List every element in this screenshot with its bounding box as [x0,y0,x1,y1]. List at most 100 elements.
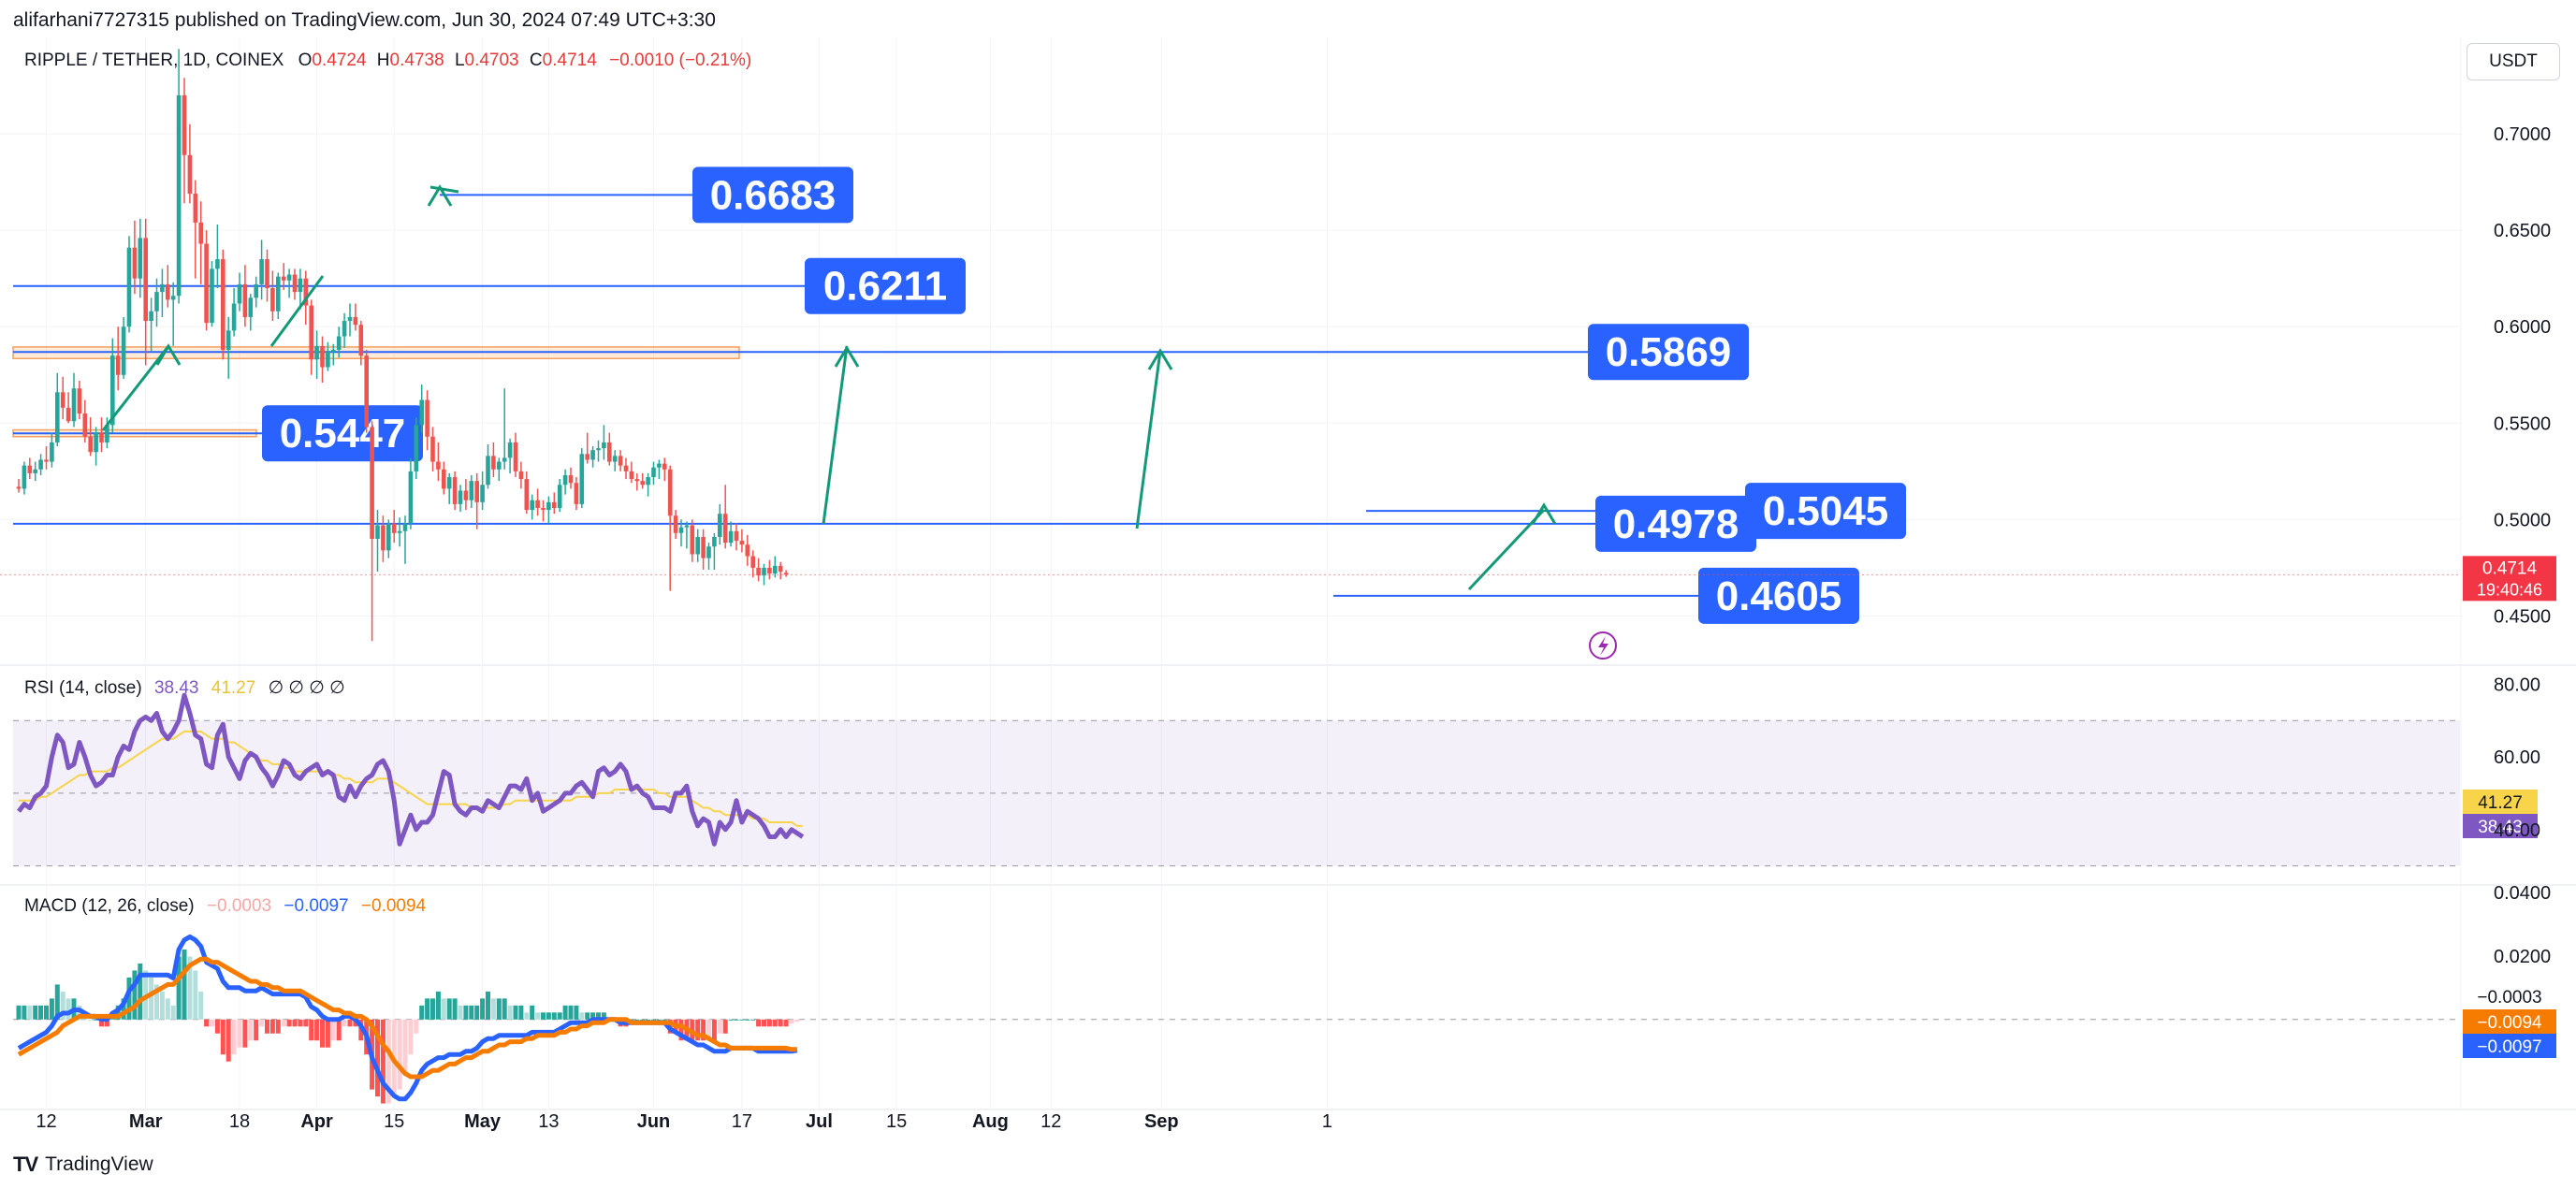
candle-body [88,436,93,453]
macd-value-tag-text: −0.0097 [2477,1037,2541,1057]
candle-body [326,352,330,368]
candle-body [612,456,618,462]
price-tick-label: 0.5500 [2494,413,2551,434]
macd-histogram-bar [265,1019,269,1034]
candle-body [176,94,182,297]
macd-histogram-bar [60,991,65,1020]
macd-histogram-bar [766,1019,772,1027]
macd-histogram-bar [214,1019,220,1034]
candle-body [27,465,33,473]
level-label-box [262,405,423,462]
currency-button[interactable]: USDT [2467,43,2560,80]
candle-body [629,471,634,480]
macd-histogram-bar [579,1012,585,1020]
candle-body [166,283,170,300]
candle-body [695,536,700,555]
arrow-annotation [822,345,849,525]
candle-body [618,456,623,466]
candle-body [568,474,574,484]
candle-body [734,530,739,542]
macd-histogram-bar [783,1019,789,1027]
macd-value-tag [2463,1009,2556,1034]
rsi-empty-values: ∅ ∅ ∅ ∅ [268,678,345,698]
macd-histogram-bar [441,998,446,1020]
macd-histogram-bar [281,1019,286,1027]
level-label-box [1698,567,1859,624]
macd-histogram-bar [126,977,132,1020]
macd-histogram-bar [435,991,441,1020]
candle-body [292,274,298,293]
macd-histogram-bar [535,1012,541,1020]
macd-histogram-bar [309,1019,314,1041]
rsi-value-tag-text: 41.27 [2478,793,2523,813]
candle-body [646,477,650,486]
last-price-countdown: 19:40:46 [2477,580,2542,599]
candle-body [132,247,138,279]
rsi-ma-line [19,730,803,827]
candle-body [590,450,595,460]
candle-body [320,345,325,368]
candle-body [430,436,435,462]
macd-histogram-bar [568,1005,574,1020]
candle-body [33,469,37,473]
time-tick-label: 15 [886,1111,907,1132]
macd-histogram-bar [336,1019,342,1041]
macd-histogram-bar [772,1019,778,1027]
candle-body [347,316,353,322]
macd-legend[interactable]: MACD (12, 26, close) −0.0003 −0.0097 −0.… [24,896,426,917]
arrow-head [427,184,453,207]
macd-histogram-bar [94,1019,99,1021]
macd-histogram-bar [486,991,490,1020]
level-label-box [805,257,966,314]
alert-lightning-icon [1589,631,1617,660]
ohlc-change: −0.0010 (−0.21%) [609,51,752,70]
candle-body [50,442,54,462]
macd-histogram-bar [159,991,165,1020]
ohlc-o-label: O [298,51,313,70]
candle-body [170,296,176,300]
macd-histogram-bar [65,998,71,1020]
candle-body [336,336,342,350]
candle-body [16,486,22,489]
macd-histogram-bar [397,1019,402,1090]
candle-body [518,471,524,480]
candle-body [331,349,336,353]
macd-histogram-bar [193,970,198,1020]
level-label-box [1595,495,1756,552]
rsi-legend[interactable]: RSI (14, close) 38.43 41.27 ∅ ∅ ∅ ∅ [24,677,345,699]
macd-histogram-bar [646,1019,651,1021]
candle-body [425,399,429,437]
candle-body [596,448,601,451]
candle-body [143,238,148,322]
macd-histogram-bar [292,1019,298,1027]
candle-body [226,330,231,350]
level-label-box [1745,483,1906,540]
candle-body [778,565,783,573]
macd-histogram-bar [154,984,159,1020]
candle-body [562,474,568,486]
arrow-head [1531,502,1557,525]
arrow-annotation [101,345,170,431]
macd-histogram-bar [248,1019,254,1041]
price-tick-label: 0.4500 [2494,606,2551,627]
level-label-box [692,167,853,224]
macd-histogram-bar [210,1019,214,1027]
candle-body [381,525,386,551]
candle-body [446,477,452,489]
candle-body [309,305,313,360]
macd-histogram-bar [121,998,126,1020]
candle-body [513,442,518,471]
macd-histogram-bar [380,1019,386,1104]
macd-histogram-bar [38,1005,44,1020]
candle-body [303,278,309,306]
candle-body [767,567,772,574]
macd-histogram-bar [198,991,204,1020]
macd-histogram-bar [430,998,435,1020]
macd-histogram-bar [756,1019,762,1027]
rsi-title: RSI (14, close) [24,678,142,698]
macd-histogram-bar [99,1019,104,1027]
macd-histogram-bar [49,998,54,1020]
candle-body [276,276,281,312]
macd-histogram-bar [794,1019,800,1022]
